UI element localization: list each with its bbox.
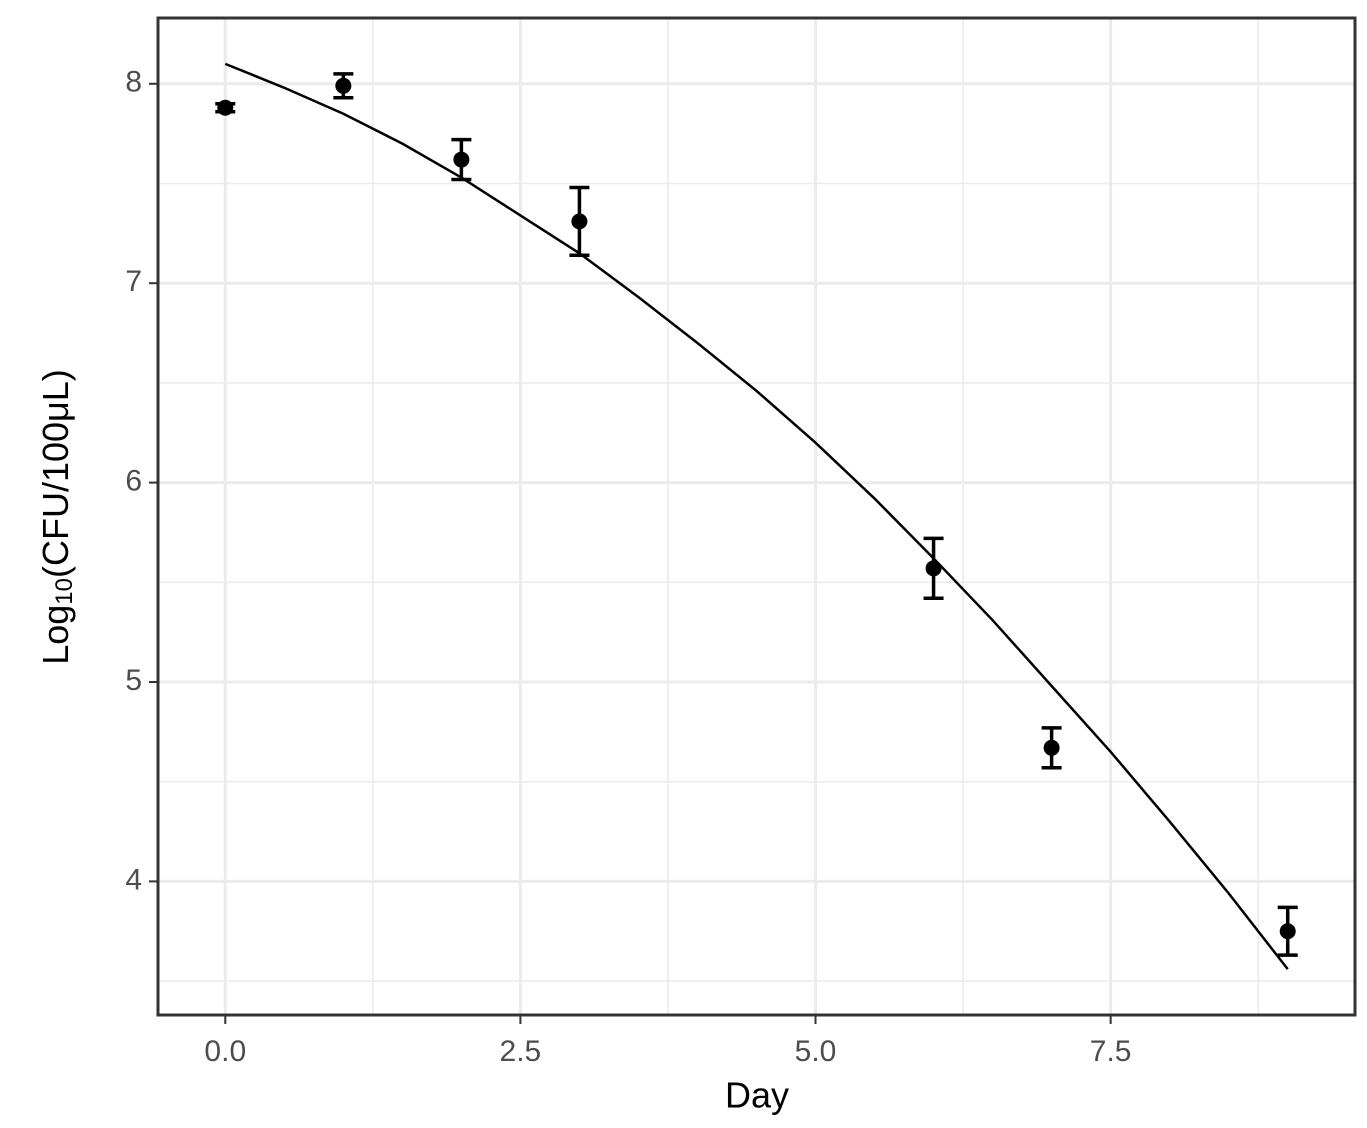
- point: [1043, 739, 1060, 756]
- point: [217, 99, 234, 116]
- y-tick-label: 6: [125, 465, 142, 498]
- y-axis-title: Log10(CFU/100μL): [35, 369, 79, 665]
- x-tick-label: 7.5: [1090, 1035, 1132, 1068]
- point: [453, 151, 470, 168]
- x-tick-label: 5.0: [795, 1035, 837, 1068]
- point: [335, 77, 352, 94]
- y-tick-label: 5: [125, 664, 142, 697]
- fit-line: [224, 62, 1289, 970]
- x-tick-label: 2.5: [500, 1035, 542, 1068]
- x-tick-label: 0.0: [204, 1035, 246, 1068]
- point: [571, 213, 588, 230]
- y-axis-title-sub: 10: [51, 578, 78, 605]
- y-axis-title-main: Log: [35, 605, 76, 665]
- y-tick-label: 4: [125, 863, 142, 896]
- y-axis-title-rest: (CFU/100μL): [35, 369, 76, 578]
- y-tick-label: 8: [125, 66, 142, 99]
- point: [925, 560, 942, 577]
- point: [1279, 923, 1296, 940]
- x-axis-title: Day: [725, 1075, 789, 1116]
- plot-border: [156, 16, 1357, 1017]
- y-tick-label: 7: [125, 265, 142, 298]
